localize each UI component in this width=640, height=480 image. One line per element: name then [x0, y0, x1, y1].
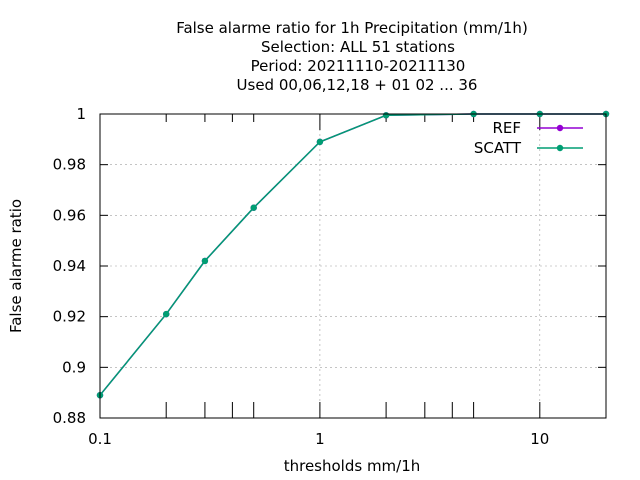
- series-line-scatt: [99, 113, 606, 396]
- x-tick-label: 0.1: [88, 430, 112, 448]
- x-tick-label: 10: [530, 430, 549, 448]
- data-point-scatt: [201, 257, 209, 265]
- y-tick-label: 0.88: [53, 409, 86, 427]
- chart-title-line-3: Period: 20211110-20211130: [251, 57, 466, 75]
- data-point-scatt: [162, 310, 170, 318]
- y-tick-label: 0.98: [53, 156, 86, 174]
- x-axis-label: thresholds mm/1h: [284, 457, 421, 475]
- series-line-ref: [99, 113, 606, 396]
- data-point-scatt: [382, 112, 390, 119]
- legend-label-scatt: SCATT: [474, 139, 522, 157]
- chart-title: False alarme ratio for 1h Precipitation …: [176, 19, 528, 94]
- grid: [100, 114, 606, 418]
- tick-labels: 0.88 0.9 0.92 0.94 0.96 0.98 1 0.1 1 10: [53, 105, 550, 448]
- legend-label-ref: REF: [492, 119, 521, 137]
- data-point-scatt: [316, 138, 324, 146]
- y-axis-label: False alarme ratio: [7, 199, 25, 333]
- y-tick-label: 1: [76, 105, 86, 123]
- legend-marker-scatt: [556, 144, 564, 152]
- chart-title-line-2: Selection: ALL 51 stations: [261, 38, 455, 56]
- legend-marker-ref: [556, 124, 564, 132]
- chart-title-line-1: False alarme ratio for 1h Precipitation …: [176, 19, 528, 37]
- y-tick-label: 0.94: [53, 257, 86, 275]
- y-tick-label: 0.92: [53, 308, 86, 326]
- plot-area: [96, 110, 610, 399]
- legend: REF SCATT: [474, 119, 583, 157]
- plot-border: [99, 113, 607, 419]
- x-tick-label: 1: [315, 430, 325, 448]
- data-point-scatt: [250, 204, 257, 211]
- y-tick-label: 0.9: [62, 358, 86, 376]
- chart-title-line-4: Used 00,06,12,18 + 01 02 ... 36: [237, 76, 478, 94]
- y-tick-label: 0.96: [53, 206, 86, 224]
